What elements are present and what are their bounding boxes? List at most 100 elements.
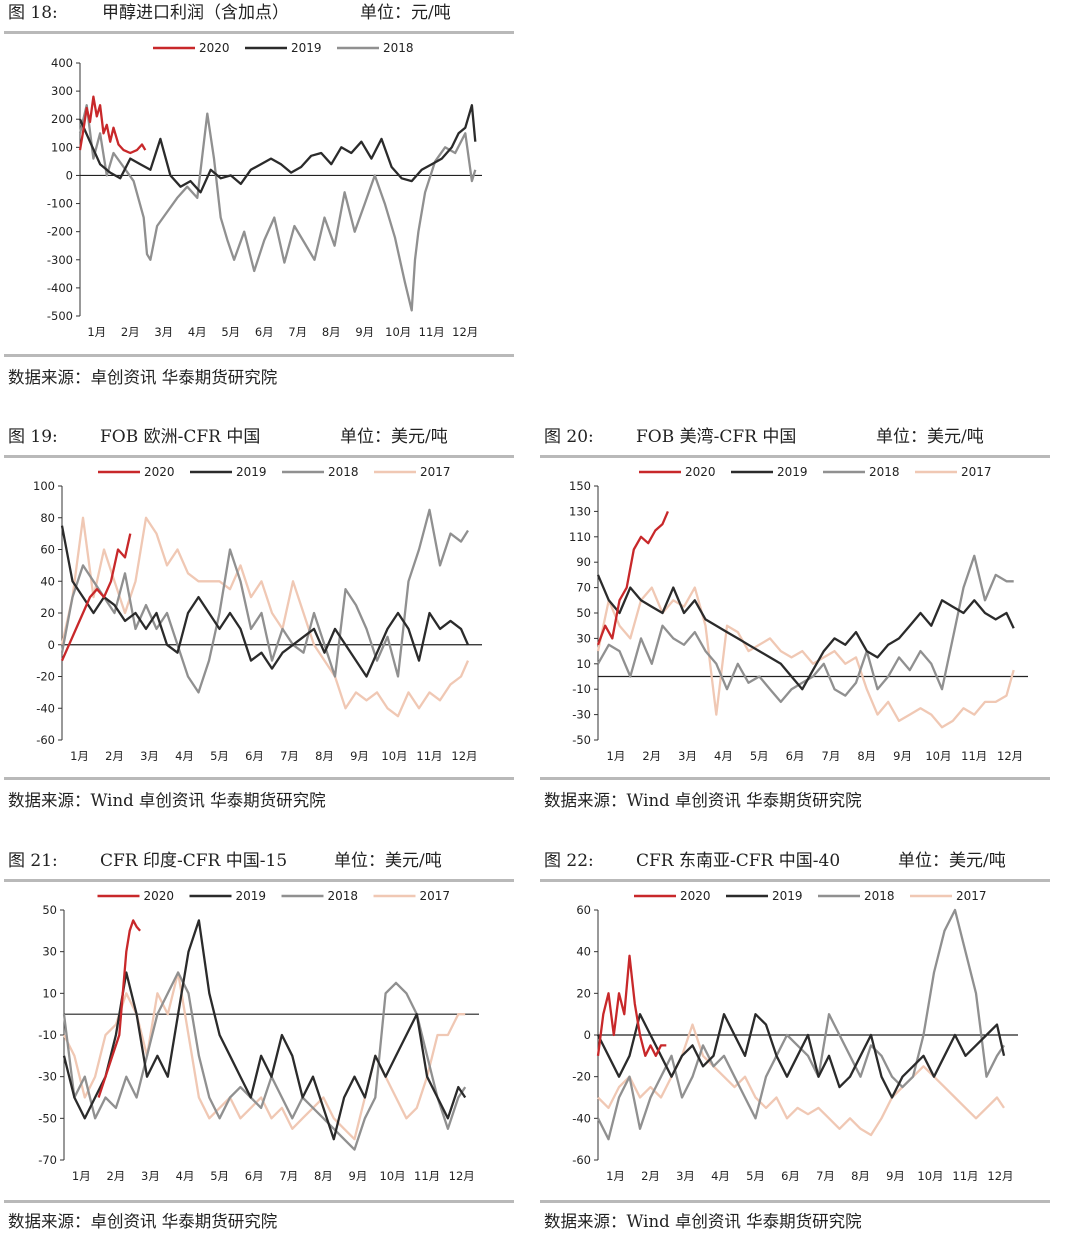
series-line-2020 [97,919,141,1098]
x-tick-label: 10月 [925,749,951,763]
legend-label: 2019 [777,465,808,479]
y-tick-label: -10 [38,1028,57,1042]
x-tick-label: 12月 [452,325,478,339]
y-tick-label: -50 [38,1111,57,1125]
series-line-2018 [596,908,1005,1141]
x-tick-label: 7月 [822,749,841,763]
legend-label: 2020 [680,889,711,903]
x-tick-label: 1月 [607,749,626,763]
x-tick-label: 1月 [72,1169,91,1183]
legend-label: 2018 [383,41,414,55]
y-tick-label: 40 [40,574,55,588]
x-tick-label: 2月 [642,749,661,763]
title-rule [540,455,1050,458]
x-tick-label: 10月 [385,325,411,339]
x-tick-label: 11月 [416,749,442,763]
y-tick-label: -20 [572,1070,591,1084]
chart-panel-fig19: 图 19: FOB 欧洲-CFR 中国 单位：美元/吨 100 80 60 40 20 0… [4,424,514,819]
x-tick-label: 11月 [952,1169,978,1183]
legend-label: 2017 [420,465,451,479]
legend-label: 2018 [328,465,359,479]
source-rule [4,354,514,357]
y-tick-label: 20 [40,606,55,620]
series-line-2020 [78,95,147,155]
y-tick-label: 0 [48,638,55,652]
series-line-2019 [596,574,1015,691]
figure-name: 甲醇进口利润（含加点） [102,3,289,23]
source-rule [540,1200,1050,1203]
legend-label: 2019 [236,465,267,479]
x-tick-label: 12月 [997,749,1023,763]
figure-name: FOB 欧洲-CFR 中国 [100,427,261,447]
x-tick-label: 9月 [886,1169,905,1183]
line-chart: 50 30 10 -10 -30 -50 -70 1月 2月 3月 4月 5月 6月 7月 8月 9月 10月 1… [38,889,479,1183]
series-line-2020 [596,954,667,1057]
legend-label: 2017 [420,889,451,903]
series-line-2018 [62,971,467,1151]
source-note: 数据来源：卓创资讯 华泰期货研究院 [8,368,278,387]
line-chart: 100 80 60 40 20 0 -20 -40 -60 1月 2月 3月 4月 5月 6月 7月 8月 9月 1… [33,465,482,763]
y-tick-label: 50 [576,606,591,620]
x-tick-label: 9月 [355,325,374,339]
source-rule [4,1200,514,1203]
y-tick-label: 90 [576,555,591,569]
x-tick-label: 2月 [641,1169,660,1183]
x-tick-label: 12月 [449,1169,475,1183]
x-tick-label: 1月 [606,1169,625,1183]
y-tick-label: 10 [42,986,57,1000]
x-tick-label: 5月 [210,749,229,763]
x-tick-label: 6月 [786,749,805,763]
unit-label: 单位：美元/吨 [334,851,442,871]
x-tick-label: 4月 [711,1169,730,1183]
y-tick-label: 30 [576,631,591,645]
y-tick-label: 60 [576,903,591,917]
x-tick-label: 8月 [322,325,341,339]
source-note: 数据来源：Wind 卓创资讯 华泰期货研究院 [544,1212,862,1231]
y-tick-label: 10 [576,657,591,671]
y-tick-label: 80 [40,511,55,525]
x-tick-label: 3月 [154,325,173,339]
legend-label: 2020 [199,41,230,55]
x-tick-label: 11月 [961,749,987,763]
x-tick-label: 11月 [414,1169,440,1183]
series-line-2019 [60,525,470,678]
title-rule [4,455,514,458]
panel-title: 图 20: FOB 美湾-CFR 中国 单位：美元/吨 [540,424,1050,450]
y-tick-label: 60 [40,543,55,557]
unit-label: 单位：元/吨 [360,3,451,23]
x-tick-label: 3月 [141,1169,160,1183]
y-tick-label: -300 [47,253,73,267]
y-tick-label: 50 [42,903,57,917]
x-tick-label: 7月 [279,1169,298,1183]
y-tick-label: 110 [569,530,591,544]
source-note: 数据来源：卓创资讯 华泰期货研究院 [8,1212,278,1231]
series-line-2020 [60,533,132,662]
unit-label: 单位：美元/吨 [898,851,1006,871]
y-tick-label: -30 [38,1070,57,1084]
series-line-2017 [62,971,466,1141]
y-tick-label: -60 [572,1153,591,1167]
panel-title: 图 18: 甲醇进口利润（含加点） 单位：元/吨 [4,0,514,26]
chart-panel-fig20: 图 20: FOB 美湾-CFR 中国 单位：美元/吨 150 130 110 90 7… [540,424,1050,819]
unit-label: 单位：美元/吨 [340,427,448,447]
panel-title: 图 19: FOB 欧洲-CFR 中国 单位：美元/吨 [4,424,514,450]
x-tick-label: 10月 [379,1169,405,1183]
legend-label: 2017 [956,889,987,903]
y-tick-label: -40 [36,701,55,715]
figure-name: FOB 美湾-CFR 中国 [636,427,797,447]
series-line-2018 [78,104,477,312]
x-tick-label: 5月 [750,749,769,763]
legend-label: 2019 [772,889,803,903]
y-tick-label: -40 [572,1111,591,1125]
y-tick-label: 70 [576,581,591,595]
line-chart: 400 300 200 100 0 -100 -200 -300 -400 -500 1月 2月 3月 4… [47,41,482,339]
x-tick-label: 3月 [676,1169,695,1183]
x-tick-label: 4月 [175,749,194,763]
chart-panel-fig22: 图 22: CFR 东南亚-CFR 中国-40 单位：美元/吨 60 40 20 0 -… [540,848,1050,1240]
title-rule [4,879,514,882]
x-tick-label: 12月 [451,749,477,763]
series-line-2017 [596,586,1015,729]
y-tick-label: 130 [569,504,591,518]
y-tick-label: 300 [51,84,73,98]
figure-number: 图 18: [8,3,58,23]
